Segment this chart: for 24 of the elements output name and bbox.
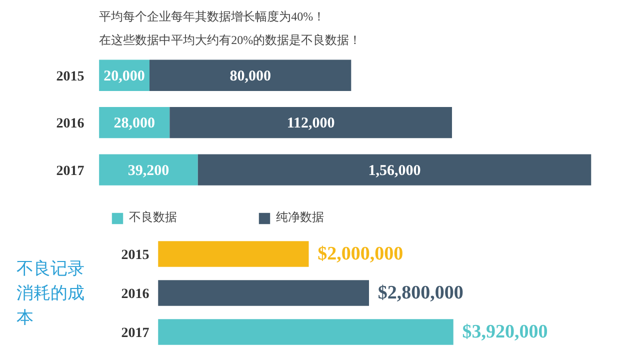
data-label: 1,56,000 xyxy=(368,162,421,179)
data-label: $2,000,000 xyxy=(318,244,404,264)
text: 不良记录消耗的成本 xyxy=(16,258,84,328)
y-tick-label: 2015 xyxy=(121,248,150,263)
y-tick-label: 2017 xyxy=(56,164,84,179)
data-label: 80,000 xyxy=(230,68,271,84)
data-label: 28,000 xyxy=(114,116,155,132)
bar xyxy=(99,154,198,186)
legend-label: 纯净数据 xyxy=(276,209,324,226)
bar xyxy=(170,107,452,138)
data-label: 39,200 xyxy=(128,162,170,179)
data-label: 20,000 xyxy=(104,68,145,84)
data-label: $3,920,000 xyxy=(462,322,548,342)
y-tick-label: 2016 xyxy=(56,116,84,132)
y-tick-label: 2017 xyxy=(121,326,150,341)
data-label: $2,800,000 xyxy=(378,282,464,304)
bar xyxy=(198,154,592,186)
y-tick-label: 2015 xyxy=(56,69,84,84)
y-tick-label: 2016 xyxy=(121,287,150,302)
data-label: 112,000 xyxy=(286,116,335,132)
text: 在这些数据中平均大约有20%的数据是不良数据！ xyxy=(99,32,362,47)
text: 平均每个企业每年其数据增长幅度为40%！ xyxy=(99,9,326,24)
legend-label: 不良数据 xyxy=(129,209,177,226)
bar xyxy=(149,60,352,91)
